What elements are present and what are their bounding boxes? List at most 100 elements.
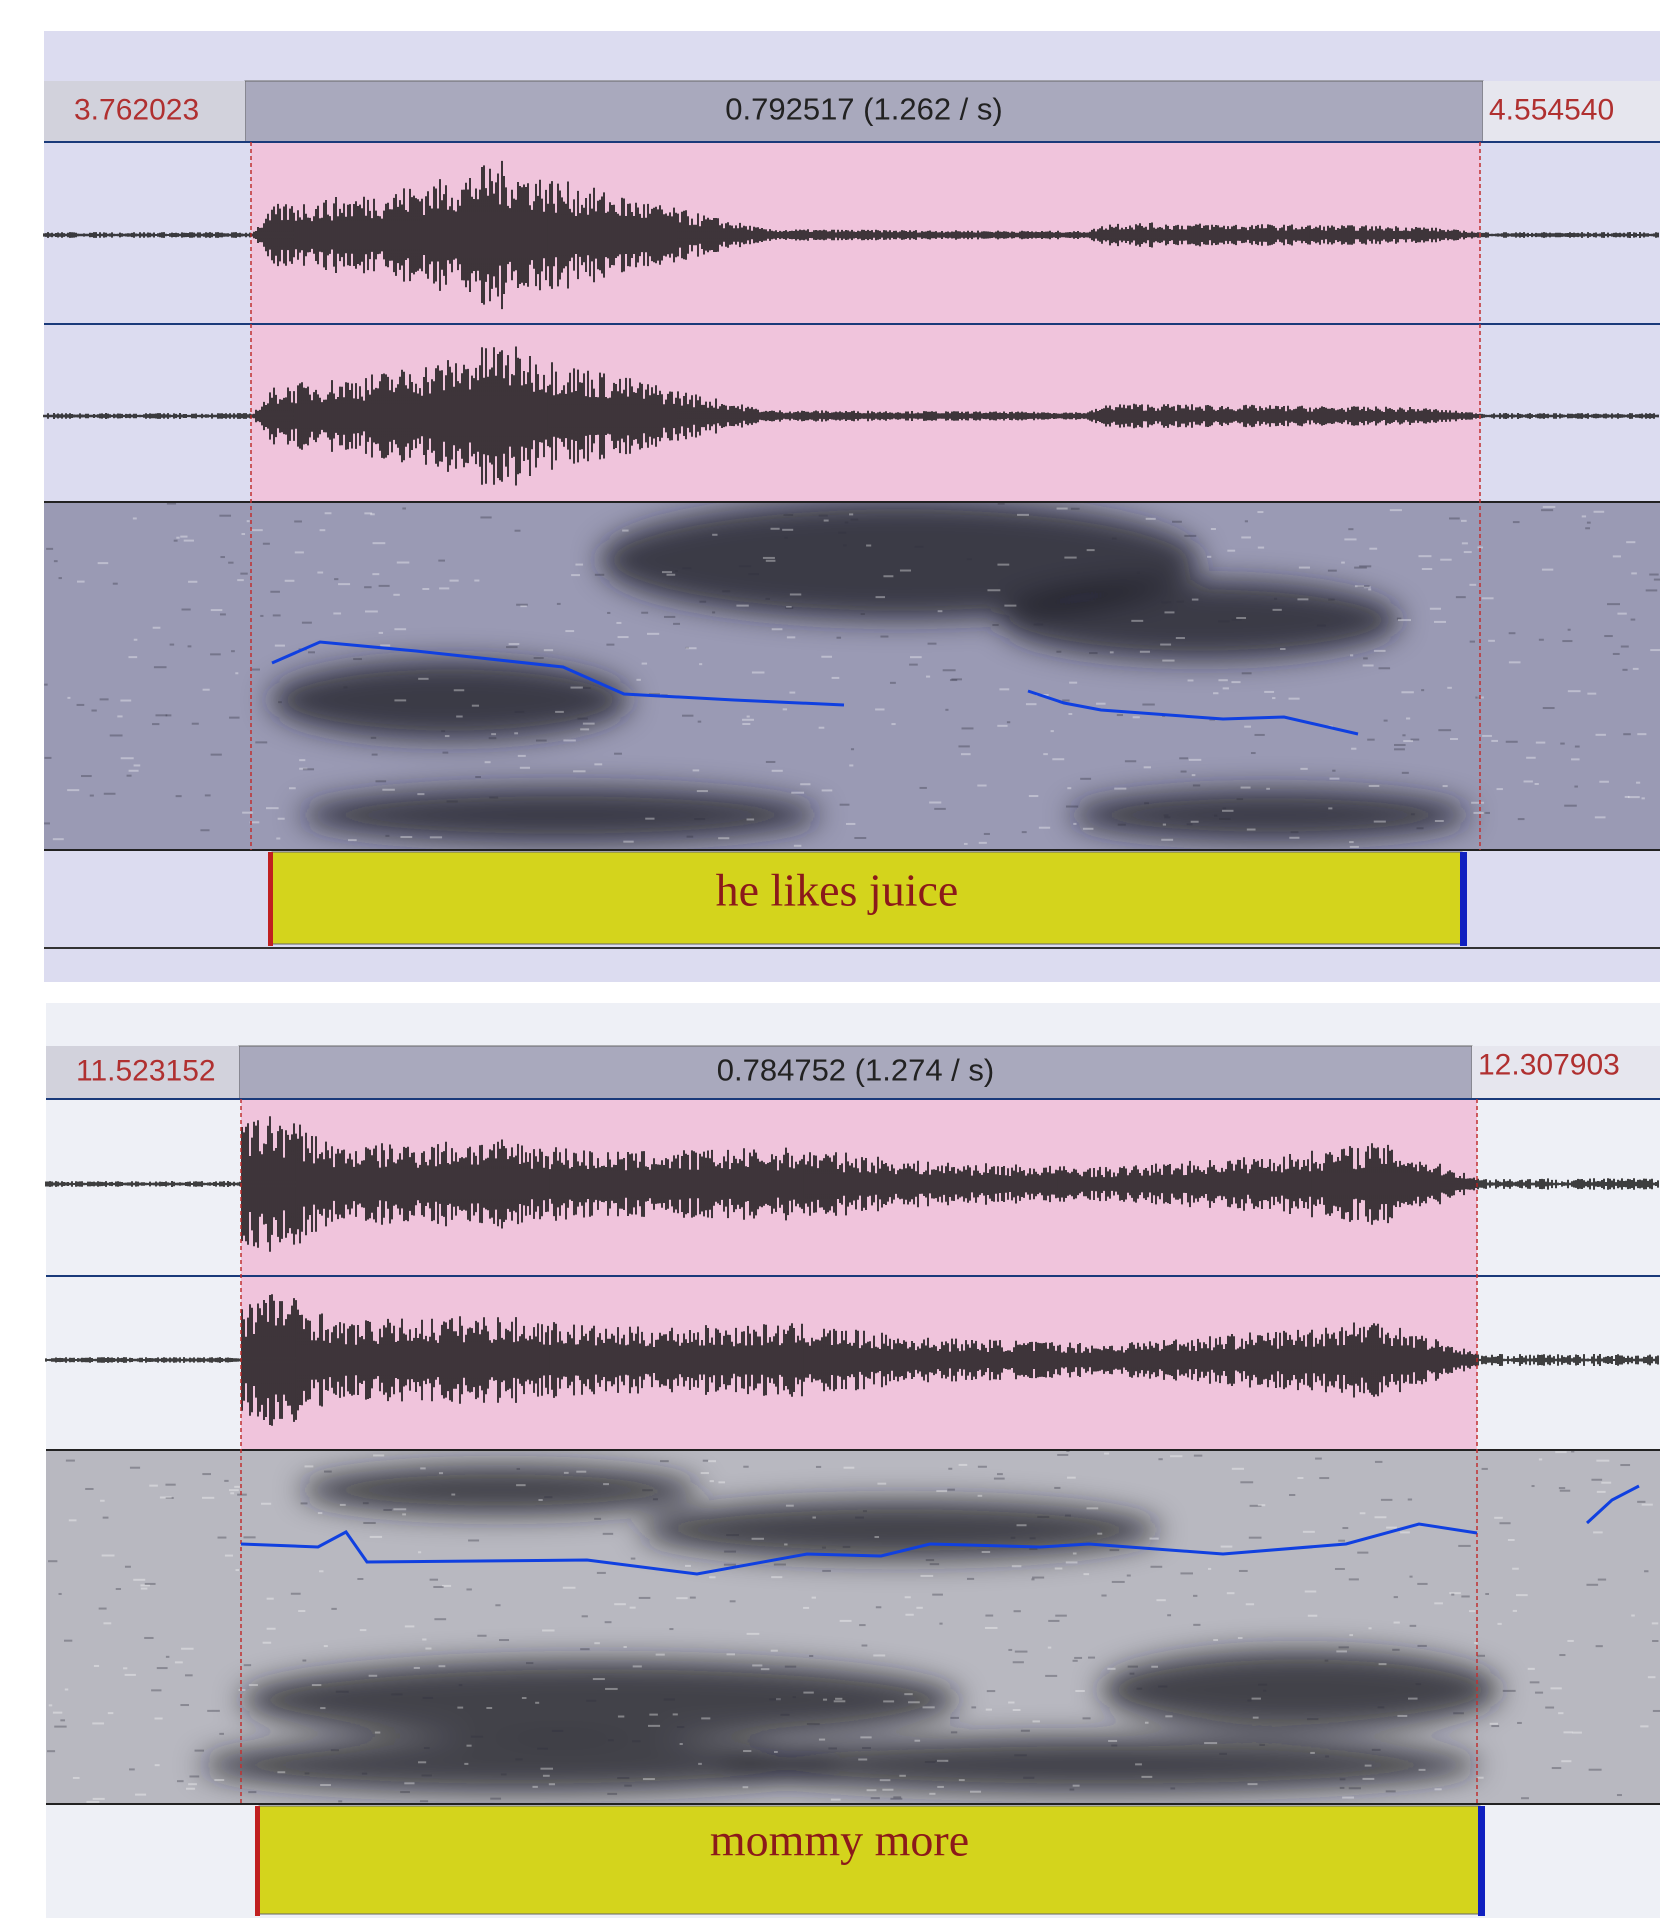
spectrogram-noise [1636,781,1641,784]
spectrogram-noise [1213,692,1219,695]
spectrogram-noise [120,757,134,760]
spectrogram-noise [977,1494,983,1497]
spectrogram-noise [294,520,302,523]
spectrogram-noise [235,1569,240,1572]
boundary [268,852,273,946]
spectrogram-noise [144,1582,156,1585]
spectrogram-noise [1475,696,1480,699]
spectrogram-noise [1649,573,1659,576]
spectrogram-noise [870,1797,880,1800]
spectrogram-noise [180,1704,190,1707]
spectrogram-noise [1339,1786,1345,1789]
spectrogram-noise [1622,668,1628,671]
spectrogram-noise [934,807,946,810]
spectrogram-noise [1319,1477,1330,1480]
spectrogram-noise [311,1684,322,1687]
spectrogram-noise [439,587,450,590]
spectrogram-noise [843,1466,855,1469]
spectrogram-noise [1631,1614,1635,1617]
waveform [45,1294,1659,1426]
spectrogram-noise [255,741,268,744]
spectrogram-noise [540,1767,554,1770]
spectrogram-noise [1474,1641,1478,1644]
spectrogram-noise [368,1674,378,1677]
spectrogram-noise [1016,1524,1027,1527]
waveform [45,1116,1659,1252]
spectrogram-noise [1192,784,1201,787]
spectrogram-noise [1161,838,1174,841]
spectrogram-noise [1210,528,1216,531]
spectrogram-noise [1650,649,1660,652]
spectrogram-noise [235,672,239,675]
spectrogram-noise [456,715,463,718]
spectrogram-noise [320,1784,331,1787]
selection-highlight [241,1099,1477,1450]
spectrogram-noise [1541,509,1554,512]
spectrogram-noise [357,1578,364,1581]
pitch-contour [240,1522,1478,1576]
spectrogram-noise [1150,1565,1163,1568]
spectrogram-noise [385,834,390,837]
spectrogram-noise [1288,697,1300,700]
spectrogram-noise [1410,813,1415,816]
spectrogram-noise [1349,845,1359,848]
spectrogram-noise [1612,555,1621,558]
spectrogram-noise [858,1758,868,1761]
spectrogram-noise [152,723,160,726]
spectrogram-noise [1369,547,1378,550]
spectrogram-noise [673,622,681,625]
spectrogram-noise [1523,780,1533,783]
spectrogram-noise [1083,1573,1090,1576]
spectrogram-noise [617,1777,630,1780]
spectrogram-noise [1632,667,1639,670]
spectrogram-noise [581,687,591,690]
spectrogram-noise [1409,1575,1413,1578]
spectrogram-noise [265,807,279,810]
spectrogram-noise [67,789,80,792]
spectrogram-noise [1300,767,1308,770]
spectrogram-noise [1029,1548,1038,1551]
spectrogram-noise [266,1597,274,1600]
spectrogram-noise [532,1785,538,1788]
spectrogram-noise [1534,782,1539,785]
spectrogram-noise [873,1654,886,1657]
spectrogram-noise [920,1574,934,1577]
spectrogram-noise [240,572,248,575]
spectrogram-noise [1139,650,1150,653]
spectrogram-noise [718,1481,726,1484]
selection-duration: 0.784752 (1.274 / s) [717,1053,994,1088]
spectrogram-noise [960,753,971,756]
spectrogram-noise [159,1496,172,1499]
spectrogram-noise [1054,1567,1063,1570]
spectrogram-noise [674,570,678,573]
spectrogram-noise [939,1622,943,1625]
spectrogram-noise [1623,733,1631,736]
spectrogram-noise [126,774,132,777]
spectrogram-noise [1641,1503,1653,1506]
spectrogram-noise [1204,1742,1218,1745]
formant-band [300,787,820,843]
spectrogram-noise [630,1557,636,1560]
spectrogram-noise [786,606,792,609]
spectrogram-noise [302,768,315,771]
spectrogram-noise [1410,738,1420,741]
spectrogram-noise [785,1504,794,1507]
spectrogram-noise [1048,1619,1060,1622]
spectrogram-noise [1630,618,1636,621]
spectrogram-noise [44,822,50,825]
spectrogram-noise [44,683,48,686]
spectrogram-noise [1651,1622,1659,1625]
spectrogram-noise [48,1560,58,1563]
spectrogram-noise [224,1554,233,1557]
spectrogram-noise [47,1750,56,1753]
spectrogram-noise [647,1724,661,1727]
spectrogram-noise [1349,841,1354,844]
spectrogram-noise [1218,679,1228,682]
spectrogram-noise [1010,1536,1016,1539]
spectrogram-noise [1595,1645,1603,1648]
spectrogram-noise [563,739,576,742]
spectrogram-noise [712,533,718,536]
spectrogram-noise [771,1576,783,1579]
spectrogram-noise [144,1636,154,1639]
spectrogram-noise [1111,537,1117,540]
